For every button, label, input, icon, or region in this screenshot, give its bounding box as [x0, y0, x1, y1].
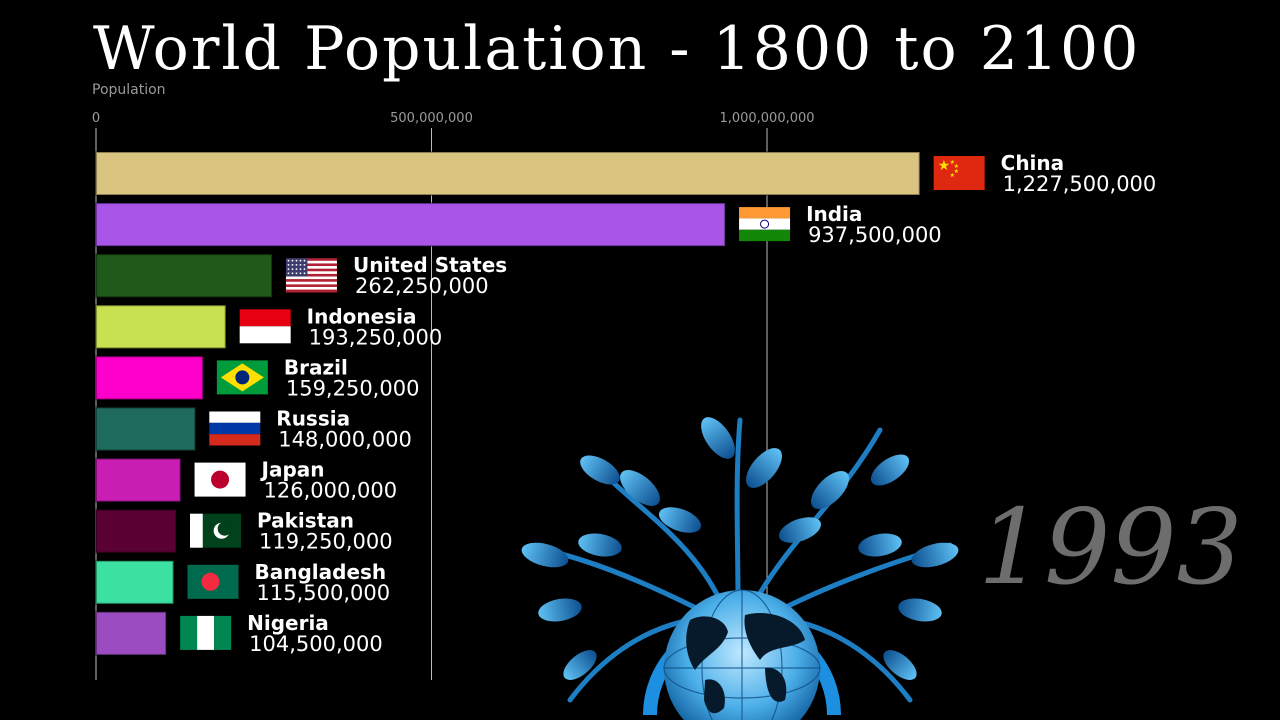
bar-country-label: Japan: [260, 458, 325, 482]
nigeria-flag-icon: [180, 615, 232, 650]
svg-text:★: ★: [938, 158, 951, 174]
bar-country-label: Nigeria: [247, 611, 329, 635]
bar-value-label: 115,500,000: [257, 581, 391, 605]
bar-country-label: Russia: [276, 407, 350, 431]
bar-value-label: 104,500,000: [249, 632, 383, 656]
year-label: 1993: [978, 486, 1243, 608]
bar-china: [95, 151, 921, 196]
svg-text:★: ★: [950, 159, 955, 166]
bar-japan: [95, 457, 182, 503]
svg-text:★: ★: [950, 172, 955, 179]
bar-country-label: United States: [353, 253, 507, 277]
bar-country-label: Indonesia: [307, 304, 417, 328]
bar-value-label: 937,500,000: [808, 223, 942, 247]
bar-value-label: 262,250,000: [355, 274, 489, 298]
brazil-flag-icon: [216, 360, 268, 395]
bar-value-label: 159,250,000: [286, 376, 420, 400]
bar-value-label: 148,000,000: [278, 428, 412, 452]
bar-country-label: Brazil: [284, 355, 348, 379]
bar-pakistan: [95, 508, 178, 554]
bar-united-states: [95, 253, 273, 299]
bar-value-label: 119,250,000: [259, 530, 393, 554]
x-tick-label: 1,000,000,000: [719, 111, 814, 126]
bangladesh-flag-icon: [187, 564, 239, 599]
united-states-flag-icon: [285, 258, 337, 293]
bar-russia: [95, 406, 197, 452]
indonesia-flag-icon: [239, 309, 291, 344]
bar-value-label: 126,000,000: [264, 479, 398, 503]
bar-brazil: [95, 355, 204, 401]
svg-text:★: ★: [954, 168, 959, 175]
bar-nigeria: [95, 610, 168, 656]
x-tick-label: 500,000,000: [390, 111, 473, 126]
india-flag-icon: [739, 207, 791, 242]
bar-india: [95, 202, 727, 248]
axis-label: Population: [92, 82, 166, 98]
svg-text:★: ★: [954, 163, 959, 170]
japan-flag-icon: [194, 462, 246, 497]
chart-title: World Population - 1800 to 2100: [93, 14, 1141, 84]
bar-value-label: 193,250,000: [309, 325, 443, 349]
globe-tree-emblem: [521, 417, 959, 720]
bar-bangladesh: [95, 559, 175, 605]
bar-country-label: Bangladesh: [255, 560, 387, 584]
china-flag-icon: ★ ★★★★: [933, 156, 985, 190]
bar-indonesia: [95, 304, 227, 350]
bar-country-label: Pakistan: [257, 509, 354, 533]
bar-value-label: 1,227,500,000: [1003, 172, 1157, 196]
russia-flag-icon: [209, 411, 261, 446]
pakistan-flag-icon: [190, 513, 242, 548]
bar-country-label: China: [1001, 151, 1065, 175]
bar-country-label: India: [806, 202, 862, 226]
x-tick-label: 0: [92, 111, 100, 126]
